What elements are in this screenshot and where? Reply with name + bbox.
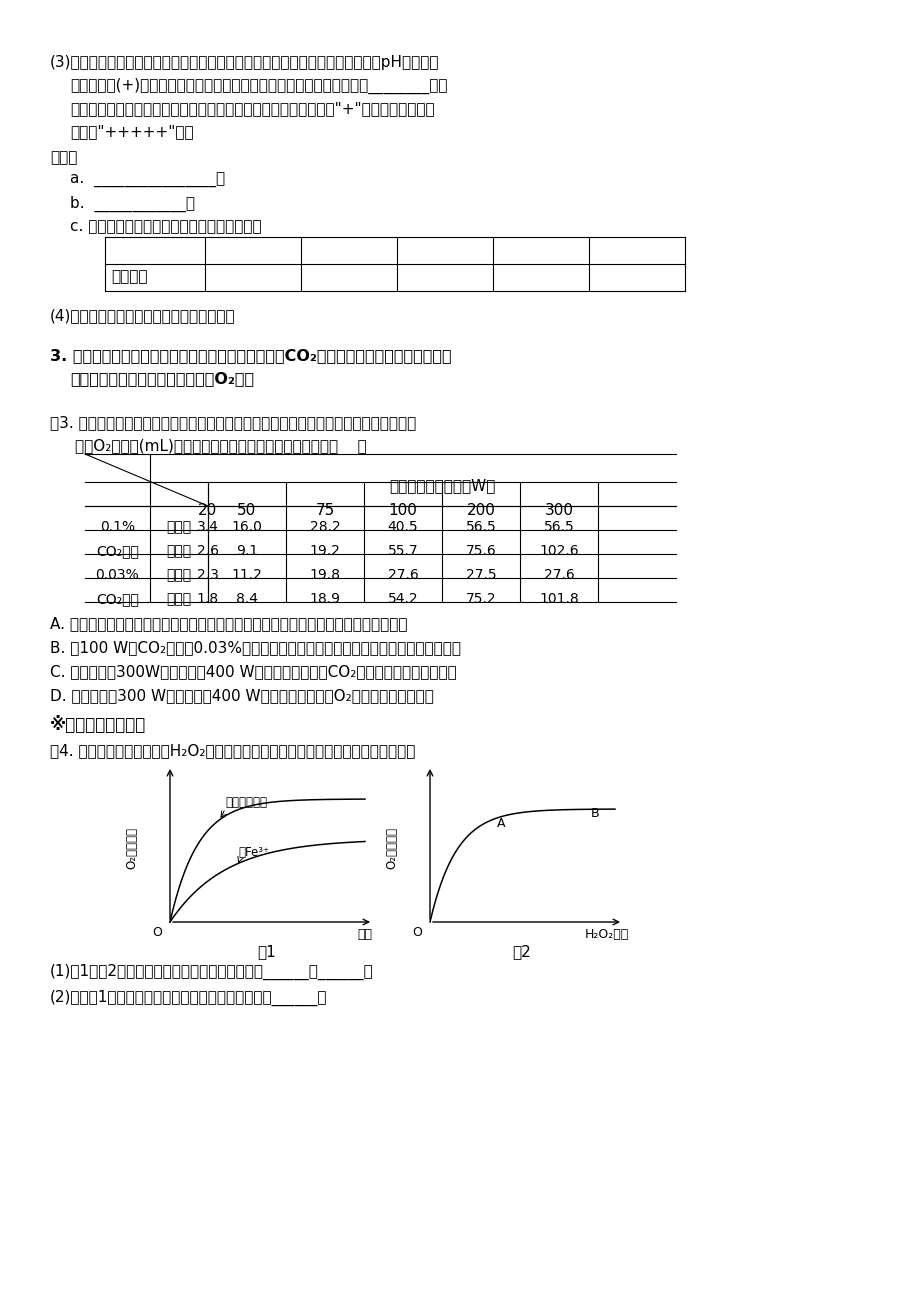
Text: 例3. 选用甲、乙两种植物进行光合作用的探究实验，测定两种植物在不同条件下单位时间: 例3. 选用甲、乙两种植物进行光合作用的探究实验，测定两种植物在不同条件下单位时… <box>50 415 415 430</box>
Text: D. 光照强度由300 W逐渐增大至400 W的过程中，乙植物O₂释放量保持相对稳定: D. 光照强度由300 W逐渐增大至400 W的过程中，乙植物O₂释放量保持相对… <box>50 687 434 703</box>
Text: (1)图1、图2所代表的实验中，实验自变量依次为______、______。: (1)图1、图2所代表的实验中，实验自变量依次为______、______。 <box>50 963 373 980</box>
Text: 18.9: 18.9 <box>309 592 340 605</box>
Text: (2)根据图1可以得出的实验结论是酶的催化作用具有______。: (2)根据图1可以得出的实验结论是酶的催化作用具有______。 <box>50 990 327 1006</box>
Text: 步骤：: 步骤： <box>50 150 77 165</box>
Text: a.  ________________。: a. ________________。 <box>70 173 225 187</box>
Text: 乙植物: 乙植物 <box>166 544 191 559</box>
Text: 200: 200 <box>466 503 495 518</box>
Text: (3)检测后发现，尽管酵母菌菌种合适、淀粉酶解物充足、操作正确、发酵温度和pH值适宜，: (3)检测后发现，尽管酵母菌菌种合适、淀粉酶解物充足、操作正确、发酵温度和pH值… <box>50 55 439 70</box>
Text: 内的O₂释放量(mL)，实验结果如下表。下列说法正确的是（    ）: 内的O₂释放量(mL)，实验结果如下表。下列说法正确的是（ ） <box>75 437 367 453</box>
Text: 19.2: 19.2 <box>309 544 340 559</box>
Text: 0.1%: 0.1% <box>100 519 135 534</box>
Text: 1.8: 1.8 <box>197 592 219 605</box>
Text: 40.5: 40.5 <box>387 519 418 534</box>
Text: A: A <box>496 816 505 829</box>
Text: 2.3: 2.3 <box>197 568 219 582</box>
Text: ※（二）酶有关实验: ※（二）酶有关实验 <box>50 716 146 734</box>
Text: 300: 300 <box>544 503 573 518</box>
Text: 乙植物: 乙植物 <box>166 592 191 605</box>
Text: 2.6: 2.6 <box>197 544 219 559</box>
Text: c. 一段时间后测定溶液中的酒精的量并记录。: c. 一段时间后测定溶液中的酒精的量并记录。 <box>70 219 261 234</box>
Text: B. 在100 W、CO₂浓度为0.03%的条件下，提高光照强度能提高甲植物的光合作用强度: B. 在100 W、CO₂浓度为0.03%的条件下，提高光照强度能提高甲植物的光… <box>50 641 460 655</box>
Text: 但酒精含量(+)比预期低，他们展开了讨论，认为还有其它影响因素，如________，请: 但酒精含量(+)比预期低，他们展开了讨论，认为还有其它影响因素，如_______… <box>70 78 447 94</box>
Text: 27.6: 27.6 <box>543 568 573 582</box>
Text: b.  ____________。: b. ____________。 <box>70 197 195 212</box>
Text: 55.7: 55.7 <box>387 544 418 559</box>
Text: 时间: 时间 <box>357 928 371 941</box>
Text: 3.4: 3.4 <box>197 519 219 534</box>
Text: 0.03%: 0.03% <box>96 568 139 582</box>
Text: 16.0: 16.0 <box>232 519 262 534</box>
Text: A. 在阳光不充足的地区，甲植物与乙植物相比，光照强度最可能限制甲植物的正常生长: A. 在阳光不充足的地区，甲植物与乙植物相比，光照强度最可能限制甲植物的正常生长 <box>50 616 407 631</box>
Text: 28.2: 28.2 <box>310 519 340 534</box>
Text: 灯泡的功率（单位：W）: 灯泡的功率（单位：W） <box>389 478 494 493</box>
Text: 20: 20 <box>199 503 218 518</box>
Text: 酒精含量: 酒精含量 <box>111 270 147 284</box>
Text: B: B <box>591 807 599 820</box>
Text: 56.5: 56.5 <box>543 519 573 534</box>
Text: C. 光照强度由300W逐渐增大至400 W的过程中，甲植物CO₂吸收量可能保持相对稳定: C. 光照强度由300W逐渐增大至400 W的过程中，甲植物CO₂吸收量可能保持… <box>50 664 456 680</box>
Text: 3. 考查影响光合作用的环境因素（光照强度和光质、CO₂浓度、温度、水、矿质元素）和: 3. 考查影响光合作用的环境因素（光照强度和光质、CO₂浓度、温度、水、矿质元素… <box>50 348 451 363</box>
Text: 9.1: 9.1 <box>235 544 258 559</box>
Text: 8.4: 8.4 <box>236 592 257 605</box>
Text: 图1: 图1 <box>257 944 276 960</box>
Text: 75.2: 75.2 <box>465 592 495 605</box>
Text: 50: 50 <box>237 503 256 518</box>
Text: 27.6: 27.6 <box>387 568 418 582</box>
Text: 加Fe³⁺: 加Fe³⁺ <box>238 846 269 859</box>
Text: 甲植物: 甲植物 <box>166 568 191 582</box>
Text: 例4. 右图是某研究小组探究H₂O₂分解的条件而获得的实验结果。回答下列有关问题。: 例4. 右图是某研究小组探究H₂O₂分解的条件而获得的实验结果。回答下列有关问题… <box>50 743 414 758</box>
Text: 影响呼吸作用的环境因素（温度、O₂）；: 影响呼吸作用的环境因素（温度、O₂）； <box>70 371 254 385</box>
Text: 101.8: 101.8 <box>539 592 578 605</box>
Text: 75.6: 75.6 <box>465 544 496 559</box>
Text: 加过氧化氢酶: 加过氧化氢酶 <box>225 796 267 809</box>
Text: O₂产生速率: O₂产生速率 <box>125 827 139 868</box>
Text: CO₂浓度: CO₂浓度 <box>96 544 139 559</box>
Text: 56.5: 56.5 <box>465 519 496 534</box>
Text: 54.2: 54.2 <box>387 592 418 605</box>
Text: 75: 75 <box>315 503 335 518</box>
Text: O₂产生速率: O₂产生速率 <box>385 827 398 868</box>
Text: 甲植物: 甲植物 <box>166 519 191 534</box>
Text: 11.2: 11.2 <box>232 568 262 582</box>
Text: 设计实验对此因素进行探究并预测实验结果（用表格形式呈现；用"+"表示酒精量，最高: 设计实验对此因素进行探究并预测实验结果（用表格形式呈现；用"+"表示酒精量，最高 <box>70 102 434 116</box>
Text: O: O <box>152 926 162 939</box>
Text: H₂O₂浓度: H₂O₂浓度 <box>584 928 629 941</box>
Text: O: O <box>412 926 422 939</box>
Text: 102.6: 102.6 <box>539 544 578 559</box>
Text: CO₂浓度: CO₂浓度 <box>96 592 139 605</box>
Text: 27.5: 27.5 <box>465 568 495 582</box>
Text: 图2: 图2 <box>512 944 531 960</box>
Text: 100: 100 <box>388 503 417 518</box>
Text: (4)请对预测的结果进行分析，并得出结论。: (4)请对预测的结果进行分析，并得出结论。 <box>50 309 235 323</box>
Text: 19.8: 19.8 <box>309 568 340 582</box>
Text: 含量为"+++++"）。: 含量为"+++++"）。 <box>70 124 193 139</box>
